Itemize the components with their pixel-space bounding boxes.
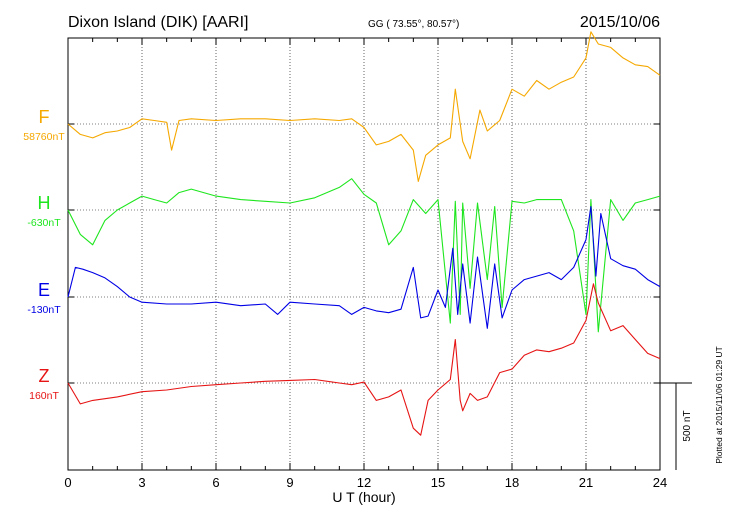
channel-f-baseline: 58760nT <box>23 131 65 143</box>
series-f-trace <box>67 31 661 182</box>
x-tick-label-12: 12 <box>357 475 371 490</box>
channel-z-baseline: 160nT <box>29 390 59 402</box>
x-axis-tick-labels: 0 3 6 9 12 15 18 21 24 <box>64 475 667 490</box>
series-e-trace <box>67 205 661 329</box>
x-tick-label-3: 3 <box>138 475 145 490</box>
plot-grid <box>68 38 660 470</box>
x-tick-label-15: 15 <box>431 475 445 490</box>
scale-bar: 500 nT <box>660 382 693 470</box>
x-axis-title: U T (hour) <box>332 489 395 505</box>
series-traces <box>67 31 661 436</box>
x-tick-label-21: 21 <box>579 475 593 490</box>
x-tick-label-6: 6 <box>212 475 219 490</box>
plot-date: 2015/10/06 <box>580 14 660 31</box>
x-tick-label-18: 18 <box>505 475 519 490</box>
series-z-trace <box>67 283 661 436</box>
channel-labels: F 58760nT H -630nT E -130nT Z 160nT <box>23 107 65 402</box>
axis-ticks <box>67 37 661 471</box>
plotted-at-note: Plotted at 2015/11/06 01:29 UT <box>714 346 724 464</box>
station-title: Dixon Island (DIK) [AARI] <box>68 14 249 31</box>
channel-e-baseline: -130nT <box>27 304 61 316</box>
scale-bar-label: 500 nT <box>682 410 693 441</box>
channel-f-label: F <box>39 107 50 127</box>
x-tick-label-9: 9 <box>286 475 293 490</box>
station-coordinates: GG ( 73.55°, 80.57°) <box>368 19 459 30</box>
x-tick-label-24: 24 <box>653 475 667 490</box>
channel-z-label: Z <box>39 366 50 386</box>
channel-e-label: E <box>38 280 50 300</box>
channel-h-label: H <box>38 193 51 213</box>
x-tick-label-0: 0 <box>64 475 71 490</box>
channel-h-baseline: -630nT <box>27 217 61 229</box>
